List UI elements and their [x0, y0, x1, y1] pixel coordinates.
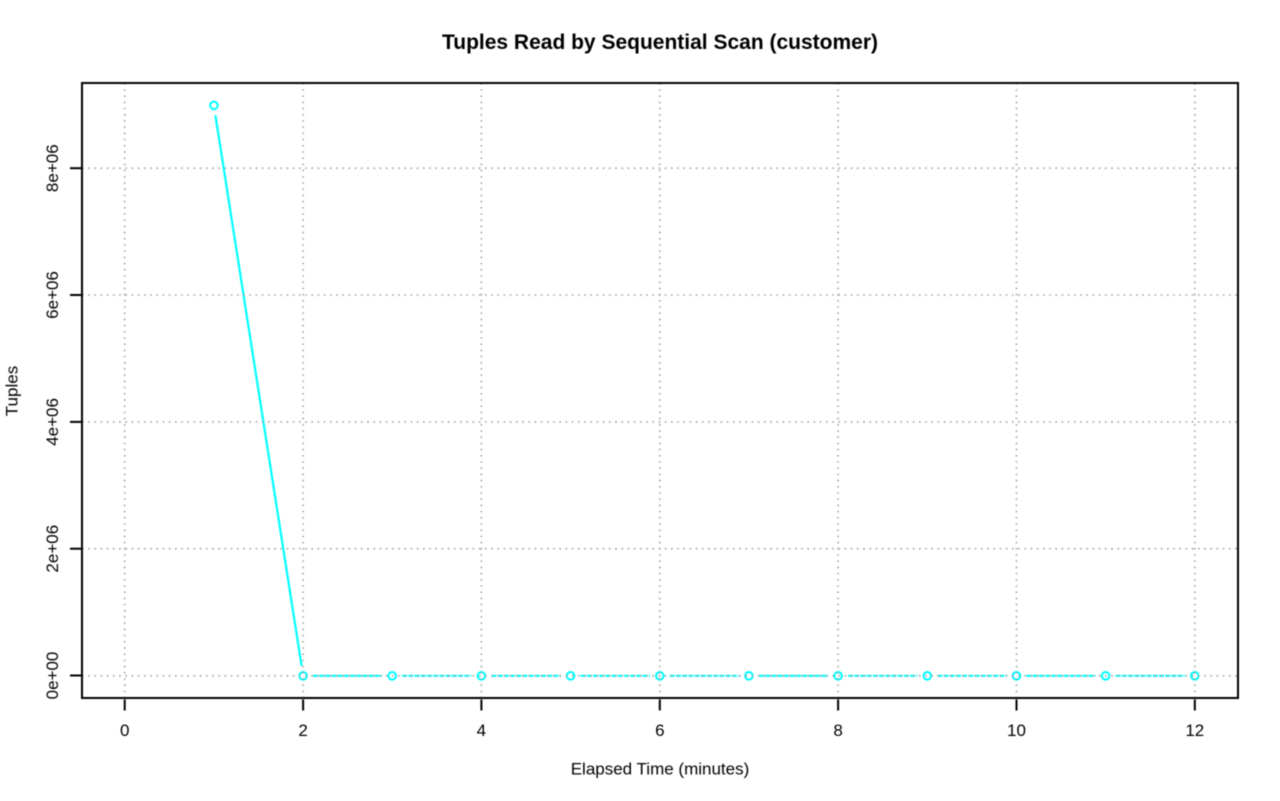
svg-text:8e+06: 8e+06	[43, 144, 62, 192]
svg-text:4e+06: 4e+06	[43, 398, 62, 446]
svg-text:8: 8	[833, 721, 842, 740]
svg-text:0e+00: 0e+00	[43, 652, 62, 700]
svg-text:Tuples Read by Sequential Scan: Tuples Read by Sequential Scan (customer…	[442, 31, 878, 54]
svg-text:0: 0	[120, 721, 129, 740]
svg-text:10: 10	[1007, 721, 1026, 740]
svg-text:6e+06: 6e+06	[43, 271, 62, 319]
svg-text:2e+06: 2e+06	[43, 525, 62, 573]
svg-text:12: 12	[1185, 721, 1204, 740]
svg-text:2: 2	[298, 721, 307, 740]
svg-text:Elapsed Time (minutes): Elapsed Time (minutes)	[571, 760, 750, 779]
svg-text:4: 4	[477, 721, 486, 740]
svg-text:Tuples: Tuples	[3, 366, 22, 416]
svg-text:6: 6	[655, 721, 664, 740]
